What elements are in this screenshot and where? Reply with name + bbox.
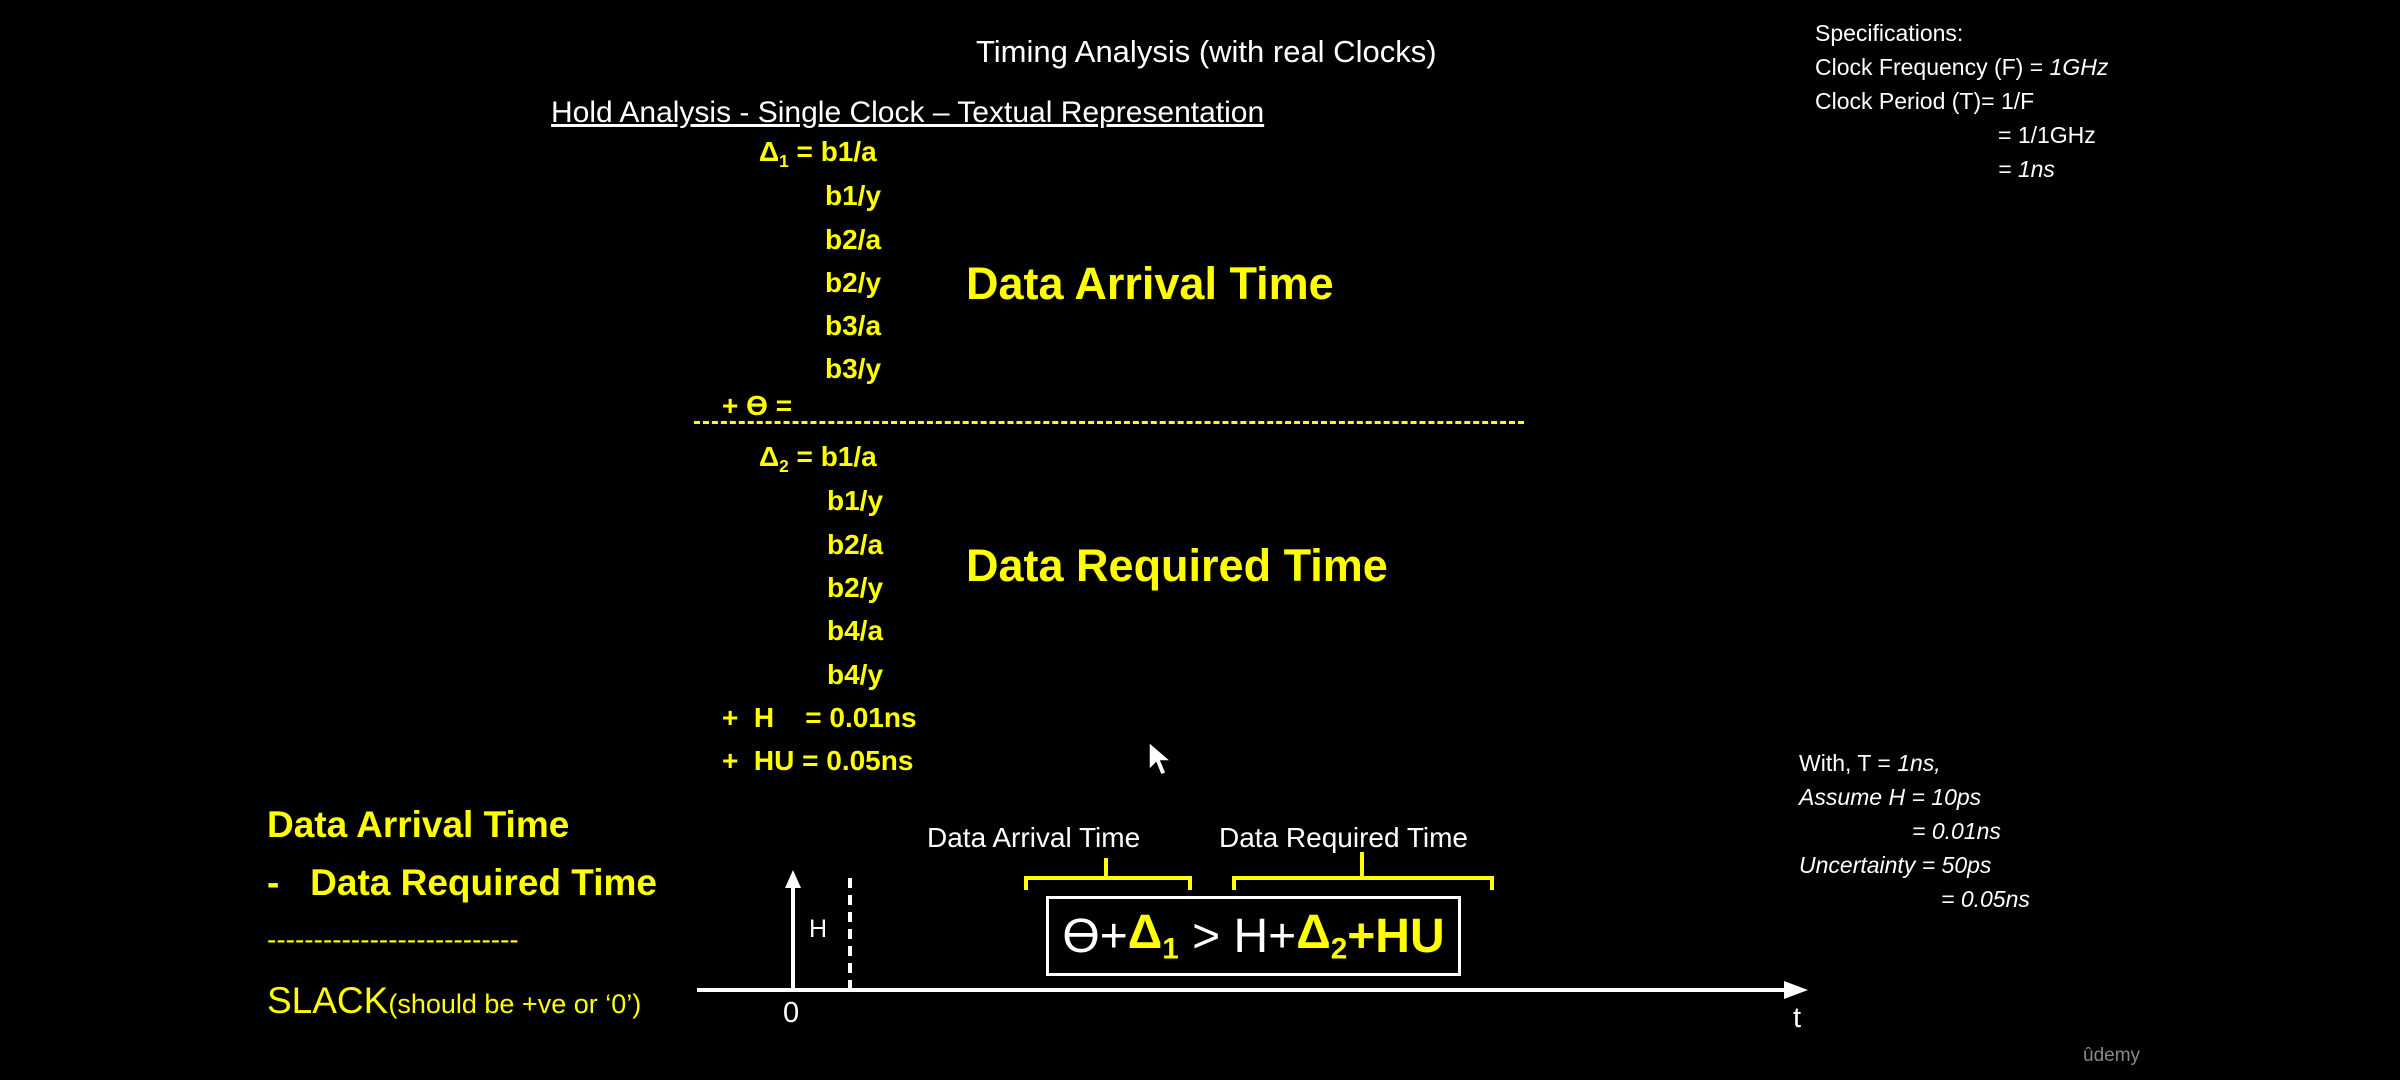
eq-delta1-symbol: Δ [1127,906,1163,960]
slack-note: (should be +ve or ‘0’) [388,989,642,1019]
assumption-uncertainty: Uncertainty = 50ps [1799,852,1992,878]
eq-middle: > H+ [1178,909,1297,963]
eq-delta1: Δ1 [1128,905,1179,966]
assumption-hold-ns: = 0.01ns [1912,818,2001,844]
spec-period-line3: = 1ns [1998,156,2055,182]
hold-line: + H = 0.01ns [722,702,917,733]
spec-frequency-label: Clock Frequency (F) = [1815,54,2050,80]
hold-uncertainty-line: + HU = 0.05ns [722,745,914,776]
delta-subscript: 1 [779,151,789,172]
spec-period: Clock Period (T)= 1/F [1815,88,2035,114]
vertical-axis-arrowhead [785,870,801,888]
delta-subscript: 2 [779,456,789,477]
page-subtitle: Hold Analysis - Single Clock – Textual R… [551,96,1265,129]
required-pin: b4/y [827,659,884,690]
arrival-pin: b1/y [825,180,882,211]
hold-marker-label: H [809,915,828,943]
slack-word: SLACK [267,980,389,1021]
slack-arrival-term: Data Arrival Time [267,804,570,845]
required-first-pin: = b1/a [788,441,877,472]
eq-delta2-symbol: Δ [1296,906,1331,960]
eq-delta2: Δ2 [1296,905,1347,966]
required-pin: b1/y [827,485,884,516]
time-axis-arrowhead [1784,981,1808,999]
spec-frequency-value: 1GHz [2049,54,2109,80]
arrival-pin: b3/y [825,353,882,384]
timeline-required-label: Data Required Time [1219,822,1469,853]
arrival-first-pin: = b1/a [788,136,877,167]
assumption-period-label: With, T = [1799,750,1898,776]
spec-period-line2: = 1/1GHz [1998,122,2096,148]
required-first-line: Δ2 = b1/a [759,441,877,477]
eq-end: +HU [1347,909,1445,963]
eq-theta: ϴ+ [1062,909,1128,963]
separator-dashed-line [694,421,1524,424]
arrival-pin: b2/a [825,224,882,255]
spec-heading: Specifications: [1815,20,1964,46]
assumption-hold: Assume H = 10ps [1799,784,1982,810]
required-pin: b2/a [827,529,884,560]
hold-inequality-box: ϴ+ Δ1 > H+ Δ2 +HU [1046,896,1461,976]
arrival-pin: b2/y [825,267,882,298]
arrival-pin: b3/a [825,310,882,341]
assumption-period: With, T = 1ns, [1799,750,1941,777]
udemy-watermark: ûdemy [2083,1045,2141,1066]
origin-label: 0 [783,997,800,1029]
data-arrival-time-label: Data Arrival Time [966,258,1334,309]
eq-delta1-subscript: 1 [1162,932,1179,966]
delta-symbol: Δ [759,136,780,167]
spec-frequency: Clock Frequency (F) = 1GHz [1815,54,2108,81]
slack-result: SLACK(should be +ve or ‘0’) [267,980,641,1022]
arrival-brace [1024,858,1192,890]
required-pin: b2/y [827,572,884,603]
arrival-first-line: Δ1 = b1/a [759,136,877,172]
eq-delta2-subscript: 2 [1330,932,1348,966]
mouse-cursor-icon [1148,740,1173,776]
required-brace [1232,852,1494,890]
assumption-uncertainty-ns: = 0.05ns [1941,886,2030,912]
slack-required-term: - Data Required Time [267,862,657,903]
page-title: Timing Analysis (with real Clocks) [976,34,1437,69]
timeline-arrival-label: Data Arrival Time [927,822,1141,853]
theta-line: + ϴ = [722,390,793,421]
required-pin: b4/a [827,615,884,646]
assumption-period-value: 1ns, [1897,750,1941,776]
data-required-time-label: Data Required Time [966,540,1388,591]
time-axis-label: t [1793,1002,1802,1034]
delta-symbol: Δ [759,441,780,472]
slack-separator: --------------------------- [267,924,519,955]
